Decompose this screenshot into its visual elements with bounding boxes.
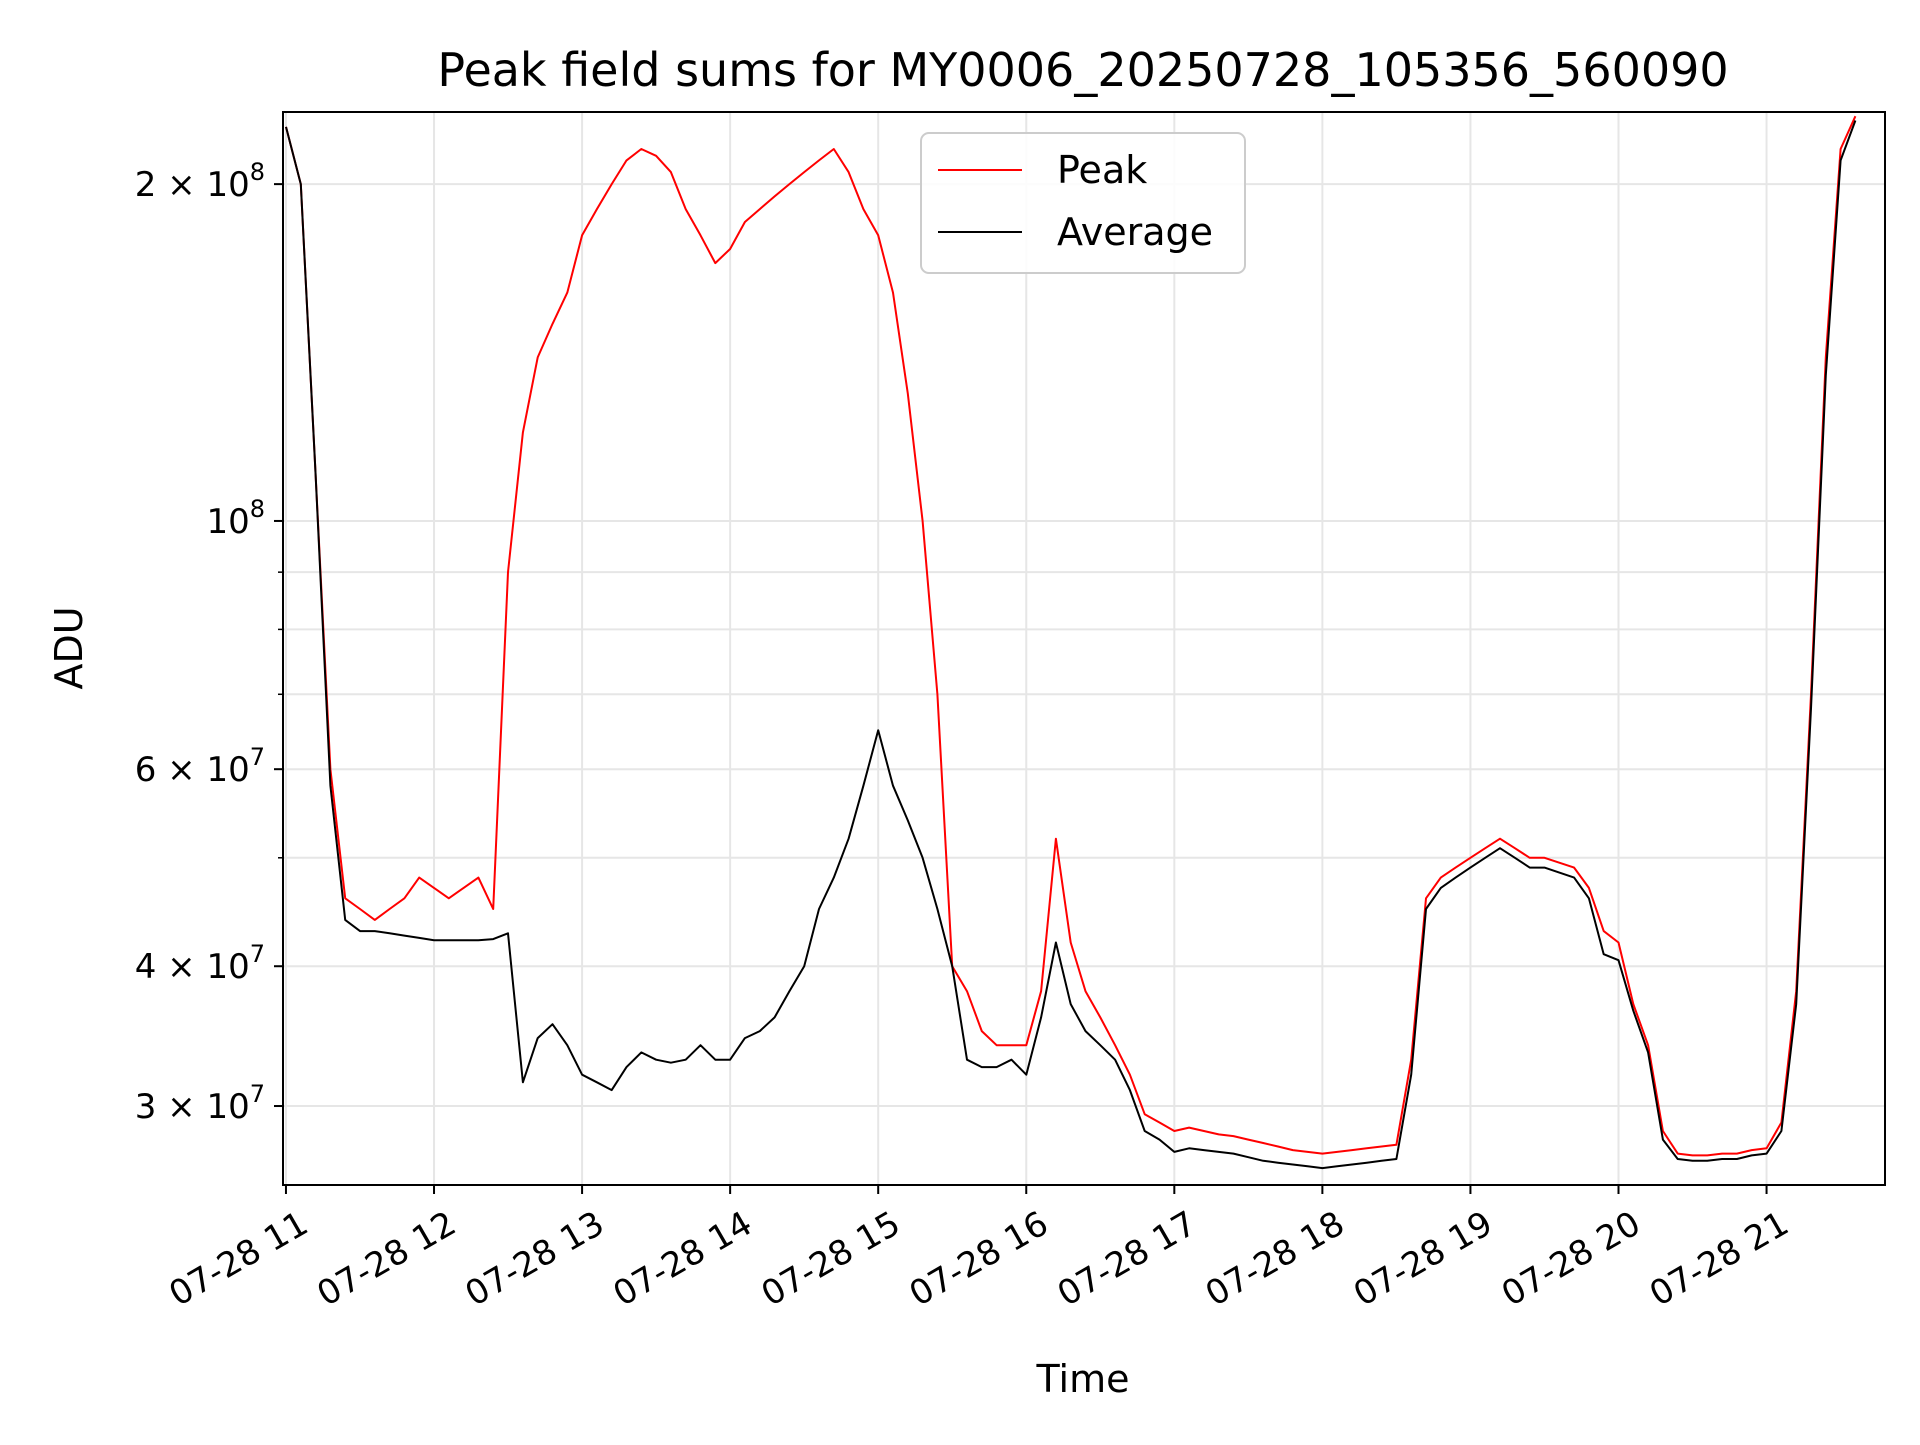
grid-layer bbox=[283, 112, 1885, 1185]
plot-frame bbox=[282, 111, 1886, 1186]
y-tick-label: 108 bbox=[206, 495, 265, 542]
series-line-average bbox=[285, 120, 1857, 1170]
legend-label-average: Average bbox=[1057, 210, 1213, 254]
y-axis-label: ADU bbox=[47, 606, 91, 689]
series-layer bbox=[285, 115, 1857, 1170]
legend-label-peak: Peak bbox=[1057, 148, 1147, 192]
y-axis: 3 × 107 4 × 107 6 × 107 108 2 × 108 bbox=[135, 158, 283, 1127]
y-tick-label: 4 × 107 bbox=[135, 940, 265, 987]
y-tick-label: 6 × 107 bbox=[135, 743, 265, 790]
x-axis-label: Time bbox=[1036, 1357, 1130, 1401]
chart-title: Peak field sums for MY0006_20250728_1053… bbox=[437, 43, 1728, 97]
series-line-peak bbox=[285, 115, 1857, 1157]
legend[interactable]: Peak Average bbox=[920, 132, 1246, 274]
y-tick-label: 3 × 107 bbox=[135, 1080, 265, 1127]
legend-box bbox=[920, 132, 1246, 274]
y-tick-label: 2 × 108 bbox=[135, 158, 265, 205]
